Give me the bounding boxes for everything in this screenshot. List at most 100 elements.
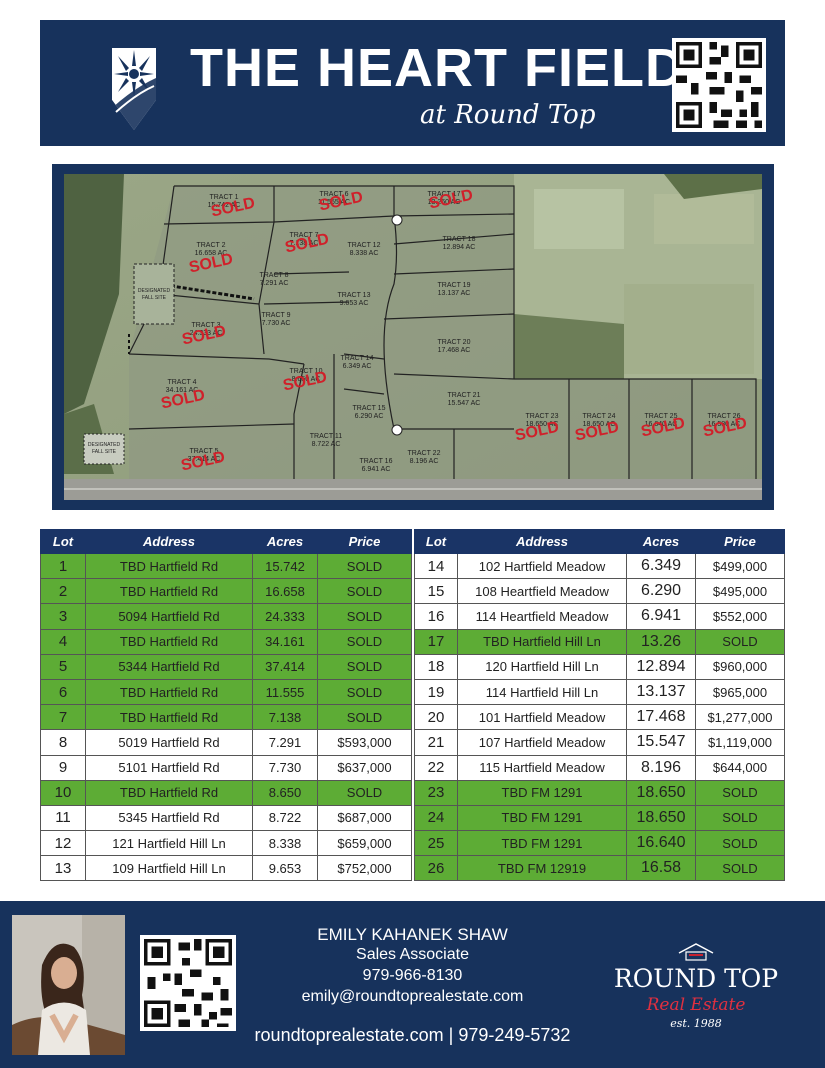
price-cell: SOLD xyxy=(317,603,412,630)
table-row: 8 5019 Hartfield Rd 7.291 $593,000 xyxy=(40,729,412,756)
lot-cell: 11 xyxy=(40,804,86,832)
table-row: 20 101 Hartfield Meadow 17.468 $1,277,000 xyxy=(414,704,785,731)
map-tract-acres: 17.468 AC xyxy=(438,347,471,354)
lot-cell: 15 xyxy=(414,578,458,605)
lot-cell: 3 xyxy=(40,603,86,630)
map-tract-acres: 6.290 AC xyxy=(355,413,384,420)
address-cell: 5094 Hartfield Rd xyxy=(85,603,253,630)
lot-cell: 4 xyxy=(40,628,86,655)
address-cell: TBD Hartfield Rd xyxy=(85,628,253,655)
website-line[interactable]: roundtoprealestate.com | 979-249-5732 xyxy=(254,1025,571,1045)
footer-banner: EMILY KAHANEK SHAW Sales Associate 979-9… xyxy=(0,901,825,1068)
price-cell: SOLD xyxy=(695,855,785,882)
map-tract-acres: 8.650 AC xyxy=(292,376,321,383)
lot-cell: 17 xyxy=(414,628,458,655)
price-cell: SOLD xyxy=(317,678,412,706)
table-row: 16 114 Heartfield Meadow 6.941 $552,000 xyxy=(414,603,785,630)
map-tract-label: TRACT 14 xyxy=(341,355,374,362)
agent-phone[interactable]: 979-966-8130 xyxy=(362,967,463,984)
map-tract-label: TRACT 22 xyxy=(408,450,441,457)
table-row: 24 TBD FM 1291 18.650 SOLD xyxy=(414,804,785,832)
price-cell: SOLD xyxy=(317,653,412,680)
map-tract-label: TRACT 12 xyxy=(348,242,381,249)
acres-cell: 6.349 xyxy=(626,552,696,580)
qr-code-icon[interactable] xyxy=(140,935,236,1031)
address-cell: 5344 Hartfield Rd xyxy=(85,653,253,680)
map-tract-label: TRACT 18 xyxy=(443,236,476,243)
price-cell: SOLD xyxy=(695,628,785,655)
map-tract-label: TRACT 15 xyxy=(353,405,386,412)
qr-code-icon[interactable] xyxy=(672,38,766,132)
map-tract-acres: 24.333 AC xyxy=(190,330,223,337)
brand-est: est. 1988 xyxy=(670,1017,722,1030)
brand-name: ROUND TOP xyxy=(613,964,779,993)
map-tract-acres: 18.650 AC xyxy=(526,421,559,428)
site-plat-map: TRACT 1 15.742 AC TRACT 6 11.555 AC TRAC… xyxy=(64,174,762,500)
acres-cell: 16.658 xyxy=(252,578,318,605)
designated-site-label: FALL SITE xyxy=(92,449,117,455)
map-tract-label: TRACT 23 xyxy=(526,413,559,420)
table-row: 21 107 Hartfield Meadow 15.547 $1,119,000 xyxy=(414,729,785,756)
lot-cell: 1 xyxy=(40,552,86,580)
lot-cell: 24 xyxy=(414,804,458,832)
map-tract-label: TRACT 5 xyxy=(189,448,218,455)
address-cell: 102 Hartfield Meadow xyxy=(457,552,627,580)
table-row: 5 5344 Hartfield Rd 37.414 SOLD xyxy=(40,653,412,680)
designated-site-label: DESIGNATED xyxy=(138,288,171,294)
header-address: Address xyxy=(85,529,253,554)
table-row: 2 TBD Hartfield Rd 16.658 SOLD xyxy=(40,578,412,605)
map-tract-label: TRACT 24 xyxy=(583,413,616,420)
sunburst-logo-icon xyxy=(112,48,156,130)
map-tract-acres: 12.894 AC xyxy=(443,244,476,251)
acres-cell: 7.138 xyxy=(252,704,318,731)
address-cell: TBD FM 1291 xyxy=(457,779,627,806)
price-cell: SOLD xyxy=(317,779,412,806)
table-row: 15 108 Heartfield Meadow 6.290 $495,000 xyxy=(414,578,785,605)
map-tract-acres: 16.580 AC xyxy=(708,421,741,428)
map-tract-acres: 16.658 AC xyxy=(195,250,228,257)
map-tract-label: TRACT 16 xyxy=(360,458,393,465)
acres-cell: 13.137 xyxy=(626,678,696,706)
map-tract-acres: 34.161 AC xyxy=(166,387,199,394)
price-cell: SOLD xyxy=(695,779,785,806)
map-tract-acres: 13.137 AC xyxy=(438,290,471,297)
map-tract-acres: 7.291 AC xyxy=(260,280,289,287)
designated-site-label: FALL SITE xyxy=(142,295,167,301)
map-tract-label: TRACT 20 xyxy=(438,339,471,346)
lot-cell: 6 xyxy=(40,678,86,706)
acres-cell: 8.196 xyxy=(626,754,696,781)
table-row: 11 5345 Hartfield Rd 8.722 $687,000 xyxy=(40,804,412,832)
agent-email[interactable]: emily@roundtoprealestate.com xyxy=(301,988,524,1005)
house-icon xyxy=(678,943,714,961)
price-cell: $659,000 xyxy=(317,830,412,857)
price-cell: $644,000 xyxy=(695,754,785,781)
address-cell: TBD Hartfield Rd xyxy=(85,578,253,605)
price-cell: SOLD xyxy=(695,804,785,832)
address-cell: 101 Hartfield Meadow xyxy=(457,704,627,731)
page-title: THE HEART FIELD xyxy=(190,38,685,98)
address-cell: 107 Hartfield Meadow xyxy=(457,729,627,756)
price-cell: SOLD xyxy=(317,704,412,731)
acres-cell: 17.468 xyxy=(626,704,696,731)
table-row: 18 120 Hartfield Hill Ln 12.894 $960,000 xyxy=(414,653,785,680)
acres-cell: 9.653 xyxy=(252,855,318,882)
price-cell: SOLD xyxy=(695,830,785,857)
lot-cell: 26 xyxy=(414,855,458,882)
brand-subname: Real Estate xyxy=(646,995,746,1015)
map-tract-label: TRACT 11 xyxy=(310,433,343,440)
header-banner: THE HEART FIELD at Round Top xyxy=(40,20,785,146)
designated-site-label: DESIGNATED xyxy=(88,442,121,448)
address-cell: TBD Hartfield Hill Ln xyxy=(457,628,627,655)
price-cell: $687,000 xyxy=(317,804,412,832)
map-tract-acres: 16.640 AC xyxy=(645,421,678,428)
map-tract-acres: 13.260 AC xyxy=(428,199,461,206)
table-row: 9 5101 Hartfield Rd 7.730 $637,000 xyxy=(40,754,412,781)
acres-cell: 16.58 xyxy=(626,855,696,882)
acres-cell: 6.941 xyxy=(626,603,696,630)
header-acres: Acres xyxy=(626,529,696,554)
table-row: 26 TBD FM 12919 16.58 SOLD xyxy=(414,855,785,882)
address-cell: 121 Hartfield Hill Ln xyxy=(85,830,253,857)
address-cell: TBD FM 1291 xyxy=(457,830,627,857)
acres-cell: 18.650 xyxy=(626,804,696,832)
map-tract-label: TRACT 1 xyxy=(209,194,238,201)
